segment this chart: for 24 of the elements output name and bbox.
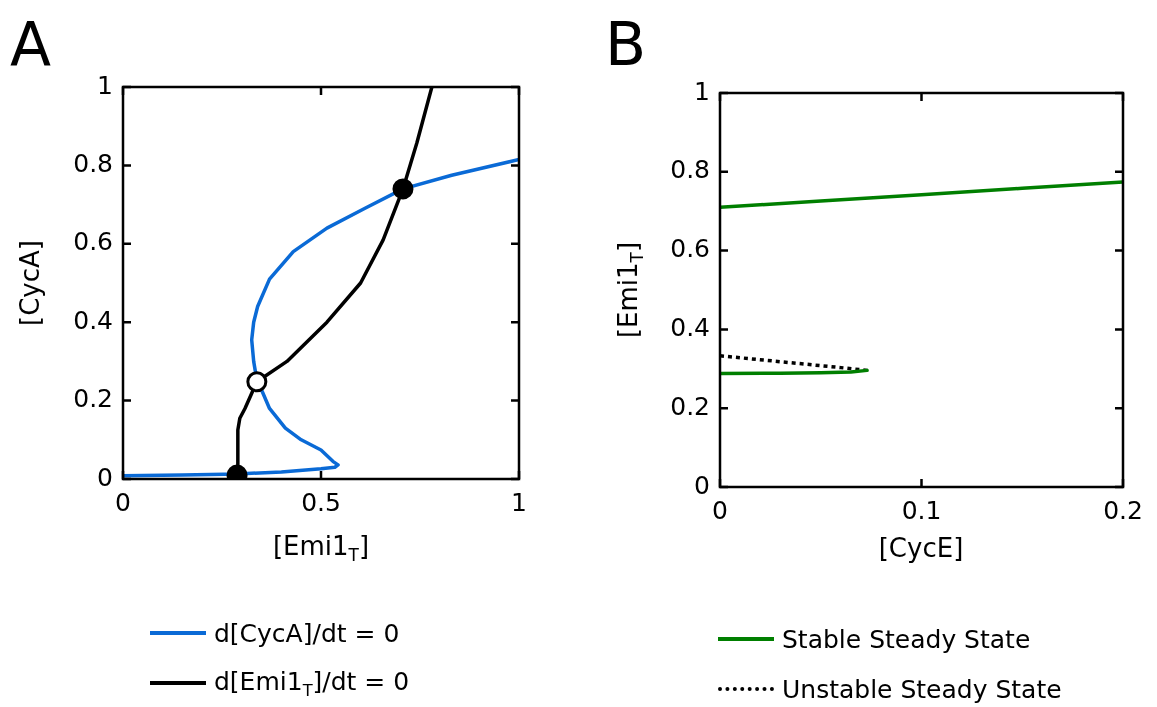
- chart-title: B: [605, 9, 647, 79]
- y-tick-label: 0: [97, 462, 113, 492]
- y-tick-label: 0.2: [73, 384, 113, 414]
- y-tick-label: 0.6: [670, 234, 710, 264]
- y-axis-title: [CycA]: [15, 240, 45, 326]
- y-tick-label: 0.8: [670, 155, 710, 185]
- y-tick-label: 1: [97, 70, 113, 100]
- legend-label: d[Emi1$_{T}$]/dt = 0: [214, 666, 410, 700]
- x-tick-label: 1: [511, 487, 527, 517]
- legend-label: Unstable Steady State: [782, 674, 1062, 704]
- x-axis-title: [CycE]: [878, 533, 964, 563]
- y-tick-label: 1: [694, 76, 710, 106]
- y-tick-label: 0.4: [73, 305, 113, 335]
- y-tick-label: 0.2: [670, 391, 710, 421]
- x-tick-label: 0.2: [1103, 495, 1143, 525]
- y-tick-label: 0.4: [670, 312, 710, 342]
- legend-label: Stable Steady State: [782, 624, 1031, 654]
- legend-label: d[CycA]/dt = 0: [214, 618, 400, 648]
- x-tick-label: 0.5: [301, 487, 341, 517]
- chart-title: A: [10, 9, 52, 79]
- y-tick-label: 0.6: [73, 227, 113, 257]
- x-tick-label: 0.1: [901, 495, 942, 525]
- x-axis-title: [Emi1$_{T}$]: [272, 531, 370, 565]
- y-tick-label: 0.8: [73, 148, 113, 178]
